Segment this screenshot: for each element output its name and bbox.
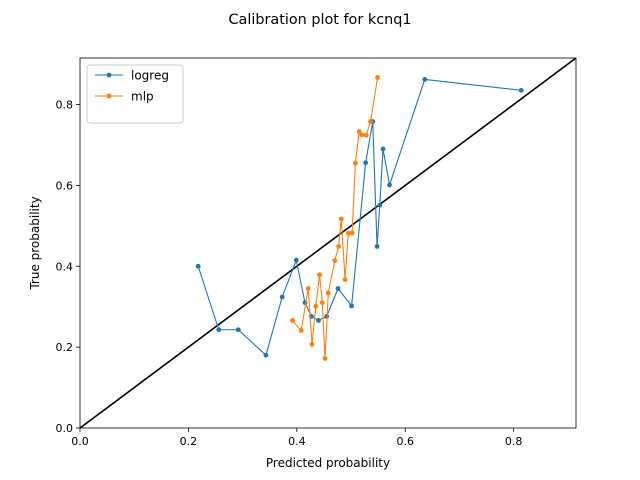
data-point-logreg [422, 77, 428, 82]
y-axis-label: True probability [28, 196, 42, 290]
x-tick-label: 0.2 [180, 435, 198, 448]
legend-box [86, 64, 184, 124]
data-point-mlp [313, 303, 319, 309]
legend-label-logreg: logreg [131, 69, 169, 83]
data-point-logreg [387, 182, 392, 188]
data-point-logreg [263, 352, 269, 358]
series-line-logreg [197, 78, 522, 356]
data-point-logreg [349, 303, 354, 309]
data-point-mlp [298, 328, 304, 333]
legend: logreg mlp [86, 64, 184, 124]
x-tick-label: 0.6 [396, 435, 414, 448]
axes-frame [79, 57, 577, 429]
data-point-mlp [356, 129, 362, 134]
data-point-mlp [332, 258, 338, 263]
data-point-mlp [290, 318, 295, 323]
data-point-logreg [293, 257, 299, 263]
data-point-mlp [317, 272, 322, 278]
plot-marks [80, 58, 576, 428]
legend-label-mlp: mlp [131, 90, 154, 104]
legend-marker-mlp [106, 93, 112, 99]
y-tick-label: 0.6 [56, 179, 74, 192]
x-tick-label: 0.4 [288, 435, 306, 448]
series-line-mlp [292, 77, 379, 360]
data-point-logreg [235, 327, 241, 333]
x-tick-label: 0.0 [71, 435, 89, 448]
y-tick-label: 0.2 [56, 341, 74, 354]
data-point-logreg [518, 87, 524, 93]
data-point-logreg [316, 318, 321, 323]
perfect-calibration-line [80, 58, 576, 428]
data-point-mlp [368, 119, 373, 124]
data-point-logreg [377, 202, 383, 208]
axis-ticks: 0.0 0.2 0.4 0.6 0.8 0.0 0.2 0.4 0.6 0.8 [56, 99, 523, 448]
data-point-mlp [336, 244, 341, 249]
data-point-mlp [319, 300, 325, 306]
data-point-logreg [380, 146, 386, 152]
data-point-mlp [363, 132, 369, 138]
y-tick-label: 0.4 [56, 260, 74, 273]
data-point-mlp [342, 277, 348, 282]
x-tick-label: 0.8 [505, 435, 523, 448]
plot-area [80, 58, 576, 428]
legend-marker-logreg [106, 72, 112, 78]
data-point-mlp [359, 132, 365, 138]
y-tick-label: 0.0 [56, 422, 74, 435]
chart-title: Calibration plot for kcnq1 [228, 12, 411, 28]
data-point-logreg [363, 160, 369, 166]
data-point-mlp [305, 286, 311, 291]
data-point-logreg [279, 294, 285, 300]
data-point-mlp [325, 290, 331, 296]
data-point-mlp [349, 230, 355, 236]
data-point-logreg [195, 263, 201, 269]
data-point-mlp [309, 341, 315, 347]
data-point-logreg [335, 286, 341, 291]
data-point-mlp [338, 216, 344, 222]
data-point-mlp [345, 230, 351, 236]
data-point-logreg [374, 244, 380, 249]
y-tick-label: 0.8 [56, 99, 74, 112]
data-point-logreg [216, 327, 222, 333]
x-axis-label: Predicted probability [266, 456, 390, 470]
data-point-mlp [322, 356, 328, 361]
data-point-mlp [352, 160, 358, 166]
data-point-mlp [375, 75, 380, 80]
